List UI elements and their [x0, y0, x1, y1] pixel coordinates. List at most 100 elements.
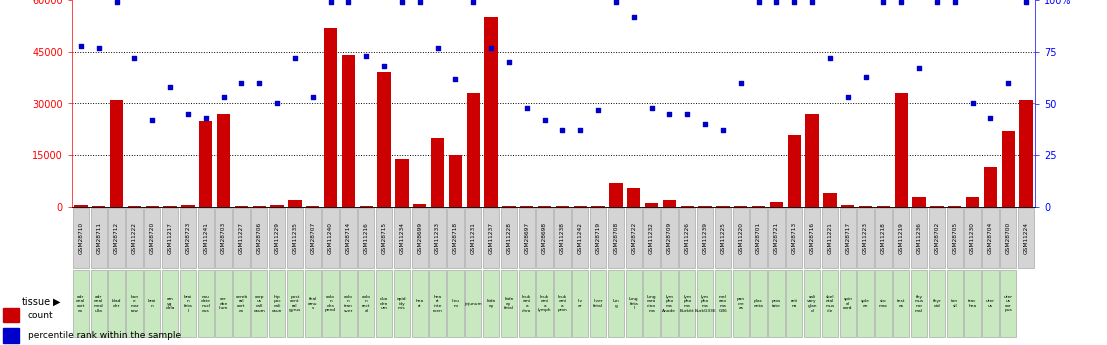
Bar: [946, 208, 963, 268]
Text: pros
tate: pros tate: [772, 299, 782, 308]
Point: [518, 105, 536, 110]
Bar: [627, 188, 641, 207]
Text: GSM28709: GSM28709: [666, 222, 672, 254]
Text: GSM28699: GSM28699: [417, 222, 422, 254]
Text: GSM28715: GSM28715: [382, 222, 386, 254]
Bar: [269, 208, 286, 268]
Bar: [841, 205, 855, 207]
Bar: [964, 270, 981, 337]
Point: [107, 0, 125, 5]
Point: [340, 0, 358, 5]
Bar: [197, 208, 214, 268]
Bar: [625, 270, 642, 337]
Bar: [877, 206, 890, 207]
Text: cereb
ral
cort
ex: cereb ral cort ex: [236, 295, 248, 313]
Text: GSM11228: GSM11228: [506, 222, 511, 254]
Text: lun
g: lun g: [612, 299, 619, 308]
Text: GSM11240: GSM11240: [328, 222, 333, 254]
Bar: [324, 28, 338, 207]
Bar: [1020, 100, 1033, 207]
Bar: [876, 208, 891, 268]
Text: GSM11242: GSM11242: [578, 222, 582, 254]
Point: [465, 0, 483, 5]
Text: GSM11220: GSM11220: [738, 222, 743, 254]
Text: GSM11237: GSM11237: [488, 222, 494, 254]
Bar: [485, 17, 498, 207]
Text: sple
en: sple en: [861, 299, 870, 308]
Point: [714, 128, 732, 133]
Bar: [91, 270, 107, 337]
Text: post
cent
ral
gyrus: post cent ral gyrus: [289, 295, 301, 313]
Bar: [322, 208, 339, 268]
Bar: [447, 208, 464, 268]
Text: GSM28703: GSM28703: [221, 222, 226, 254]
Bar: [661, 208, 677, 268]
Bar: [609, 183, 622, 207]
Bar: [555, 270, 570, 337]
Text: epid
idy
mis: epid idy mis: [397, 297, 406, 310]
Bar: [590, 270, 607, 337]
Text: lym
pho
ma
Burkitt: lym pho ma Burkitt: [680, 295, 694, 313]
Point: [232, 80, 250, 86]
Bar: [911, 270, 928, 337]
Bar: [859, 206, 872, 207]
Bar: [787, 135, 801, 207]
Text: duo
den
um: duo den um: [380, 297, 389, 310]
Bar: [608, 208, 624, 268]
Bar: [984, 167, 997, 207]
Point: [446, 76, 464, 81]
Bar: [715, 270, 731, 337]
Point: [303, 95, 322, 100]
Bar: [982, 270, 999, 337]
Bar: [806, 114, 819, 207]
Bar: [876, 270, 891, 337]
Text: GSM11225: GSM11225: [721, 222, 725, 254]
Bar: [270, 205, 283, 207]
Bar: [768, 208, 785, 268]
Bar: [1000, 208, 1016, 268]
Bar: [500, 208, 517, 268]
Bar: [197, 270, 214, 337]
Text: cau
date
nucl
eus: cau date nucl eus: [200, 295, 210, 313]
Bar: [786, 270, 803, 337]
Text: GSM28719: GSM28719: [596, 222, 601, 254]
Text: thy
mus
nor
mal: thy mus nor mal: [914, 295, 923, 313]
Text: reti
na: reti na: [790, 299, 798, 308]
Bar: [217, 114, 230, 207]
Text: skel
etal
mus
cle: skel etal mus cle: [826, 295, 835, 313]
Bar: [430, 270, 446, 337]
Point: [857, 74, 875, 79]
Text: ton
sil: ton sil: [951, 299, 959, 308]
Bar: [199, 121, 213, 207]
Bar: [537, 270, 552, 337]
Point: [732, 80, 749, 86]
Text: liv
er: liv er: [578, 299, 582, 308]
Bar: [182, 205, 195, 207]
Text: GSM11222: GSM11222: [132, 222, 137, 254]
Point: [554, 128, 571, 133]
Bar: [839, 270, 856, 337]
Text: leuk
emi
a
chro: leuk emi a chro: [523, 295, 531, 313]
Text: GSM11231: GSM11231: [470, 222, 476, 254]
Point: [197, 115, 215, 121]
Bar: [162, 270, 178, 337]
Text: GSM28712: GSM28712: [114, 222, 120, 254]
Bar: [555, 208, 570, 268]
Bar: [164, 206, 177, 207]
Bar: [448, 155, 462, 207]
Bar: [894, 93, 908, 207]
Bar: [91, 208, 107, 268]
Bar: [804, 208, 820, 268]
Text: GSM11238: GSM11238: [560, 222, 565, 254]
Text: kidn
ey: kidn ey: [486, 299, 496, 308]
Bar: [858, 270, 873, 337]
Point: [749, 0, 767, 5]
Bar: [92, 206, 105, 207]
Bar: [252, 206, 266, 207]
Bar: [395, 159, 408, 207]
Text: mel
ano
ma
G36: mel ano ma G36: [718, 295, 727, 313]
Bar: [74, 205, 87, 207]
Bar: [520, 206, 534, 207]
Bar: [681, 206, 694, 207]
Text: GSM11221: GSM11221: [827, 222, 832, 254]
